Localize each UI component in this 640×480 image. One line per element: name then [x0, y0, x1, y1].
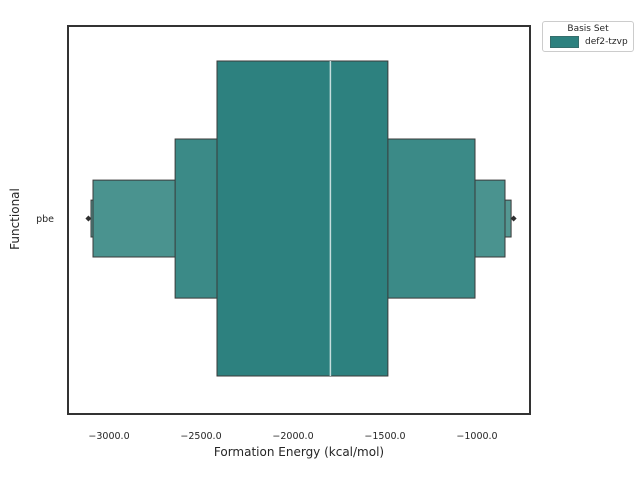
x-tick-4: −1000.0 — [456, 431, 498, 442]
outlier-diamond-icon — [510, 215, 517, 222]
x-tick-0: −3000.0 — [88, 431, 130, 442]
x-axis-label: Formation Energy (kcal/mol) — [213, 445, 385, 459]
legend-swatch-icon — [550, 36, 579, 48]
legend: Basis Set def2-tzvp — [542, 21, 634, 52]
legend-entry: def2-tzvp — [550, 36, 633, 48]
outlier-diamond-icon — [85, 215, 92, 222]
x-tick-3: −1500.0 — [364, 431, 406, 442]
x-tick-2: −2000.0 — [272, 431, 314, 442]
boxen-level-3 — [216, 60, 389, 377]
legend-title: Basis Set — [567, 24, 609, 34]
y-tick-pbe: pbe — [36, 214, 54, 225]
legend-entry-label: def2-tzvp — [585, 37, 628, 47]
x-tick-1: −2500.0 — [180, 431, 222, 442]
